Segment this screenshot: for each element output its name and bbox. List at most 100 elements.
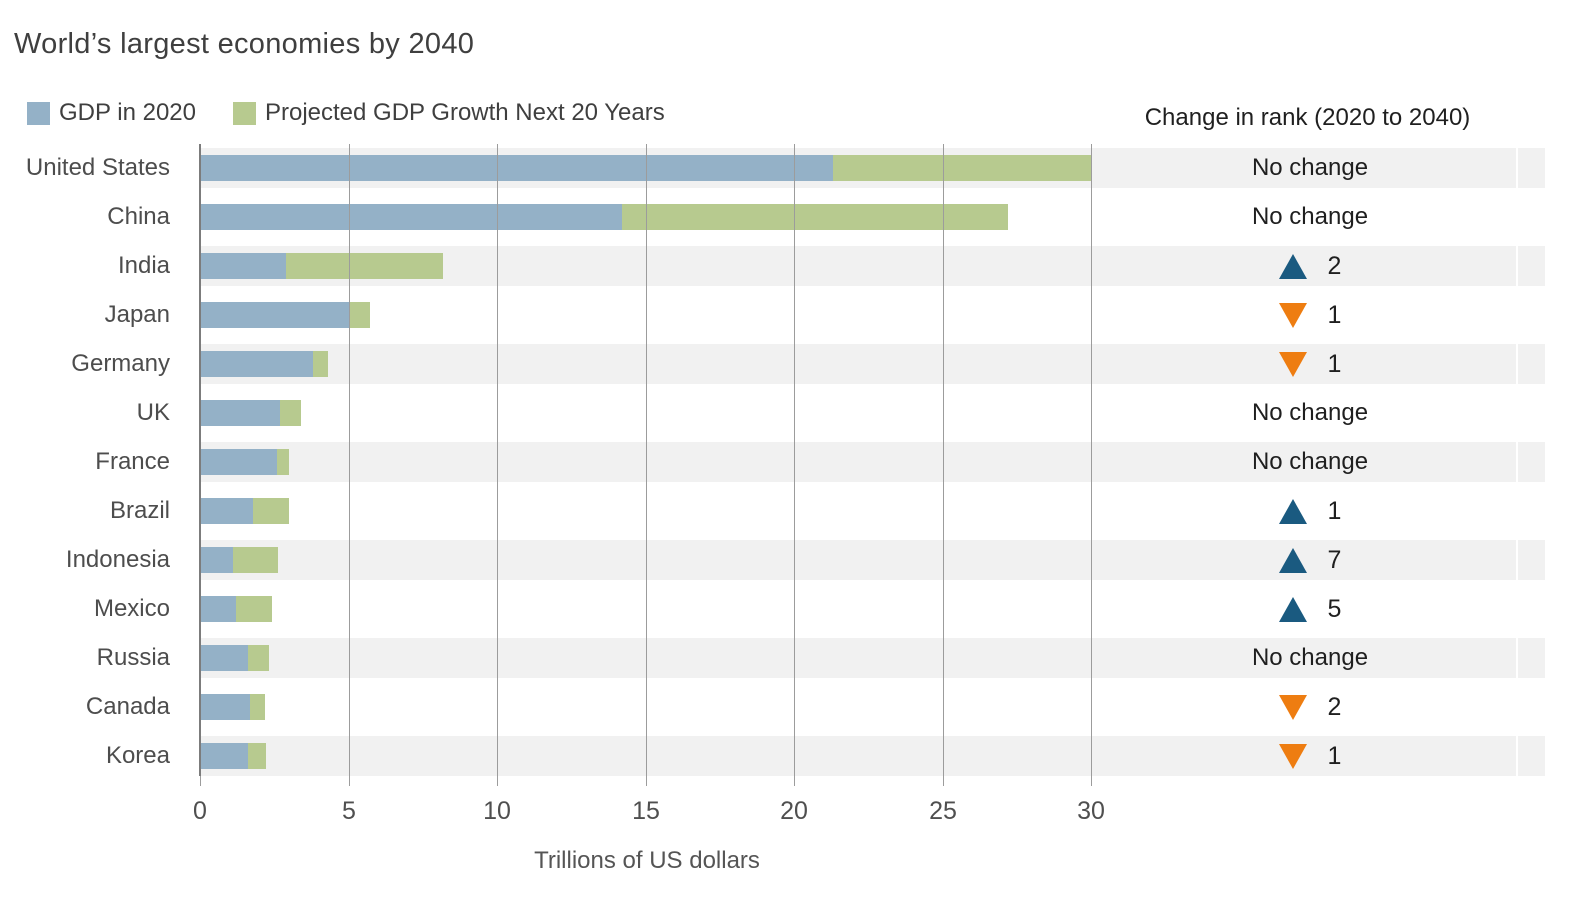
x-tick-label-5: 5 <box>342 797 356 825</box>
rank-up-triangle-icon <box>1278 253 1307 279</box>
x-tick-15 <box>646 776 647 786</box>
country-label-korea: Korea <box>105 742 170 769</box>
bar-gdp-2020-russia <box>200 645 248 671</box>
y-axis-line <box>199 144 201 776</box>
rank-no-change-label: No change <box>1251 448 1369 475</box>
row-band-notch <box>1516 540 1518 580</box>
bar-projected-growth-france <box>277 449 289 475</box>
bar-projected-growth-germany <box>313 351 328 377</box>
country-label-india: India <box>117 252 170 279</box>
bar-projected-growth-united-states <box>833 155 1091 181</box>
rank-change-value: 7 <box>1327 545 1342 574</box>
row-band-notch <box>1516 344 1518 384</box>
x-tick-30 <box>1091 776 1092 786</box>
bar-gdp-2020-uk <box>200 400 280 426</box>
row-band-notch <box>1516 687 1518 727</box>
gridline-20 <box>794 144 795 776</box>
gridline-15 <box>646 144 647 776</box>
bar-gdp-2020-germany <box>200 351 313 377</box>
rank-down-triangle-icon <box>1278 694 1307 720</box>
rank-up-triangle-icon <box>1278 596 1307 622</box>
gridline-25 <box>943 144 944 776</box>
rank-cell-germany: 1 <box>1160 344 1460 384</box>
row-band-uk <box>200 393 1545 433</box>
country-label-china: China <box>107 203 170 230</box>
row-band-korea <box>200 736 1545 776</box>
row-band-france <box>200 442 1545 482</box>
bar-gdp-2020-indonesia <box>200 547 233 573</box>
country-label-indonesia: Indonesia <box>65 546 170 573</box>
row-band-notch <box>1516 393 1518 433</box>
bar-projected-growth-china <box>622 204 1008 230</box>
row-band-notch <box>1516 197 1518 237</box>
legend-label-gdp-2020: GDP in 2020 <box>59 99 196 126</box>
legend-label-projected-growth: Projected GDP Growth Next 20 Years <box>264 99 665 126</box>
rank-down-triangle-icon <box>1278 302 1307 328</box>
bar-projected-growth-uk <box>280 400 301 426</box>
rank-up-triangle-icon <box>1278 498 1307 524</box>
x-tick-label-10: 10 <box>483 797 511 825</box>
legend-item-projected-growth: Projected GDP Growth Next 20 Years <box>232 99 665 127</box>
bar-projected-growth-mexico <box>236 596 272 622</box>
x-tick-0 <box>200 776 201 786</box>
rank-cell-korea: 1 <box>1160 736 1460 776</box>
rank-cell-united-states: No change <box>1160 148 1460 188</box>
bar-gdp-2020-brazil <box>200 498 253 524</box>
rank-column-header: Change in rank (2020 to 2040) <box>1144 104 1471 131</box>
gridline-5 <box>349 144 350 776</box>
bar-gdp-2020-france <box>200 449 277 475</box>
rank-cell-india: 2 <box>1160 246 1460 286</box>
country-label-mexico: Mexico <box>93 595 170 622</box>
rank-cell-uk: No change <box>1160 393 1460 433</box>
rank-cell-russia: No change <box>1160 638 1460 678</box>
rank-no-change-label: No change <box>1251 399 1369 426</box>
country-label-canada: Canada <box>85 693 170 720</box>
x-tick-25 <box>943 776 944 786</box>
bar-projected-growth-canada <box>250 694 265 720</box>
x-tick-label-25: 25 <box>929 797 957 825</box>
bar-gdp-2020-india <box>200 253 286 279</box>
row-band-notch <box>1516 295 1518 335</box>
rank-cell-brazil: 1 <box>1160 491 1460 531</box>
country-label-france: France <box>95 448 170 475</box>
rank-change-value: 1 <box>1327 741 1342 770</box>
rank-change-value: 2 <box>1327 251 1342 280</box>
bar-projected-growth-brazil <box>253 498 289 524</box>
row-band-germany <box>200 344 1545 384</box>
x-tick-label-20: 20 <box>780 797 808 825</box>
bar-gdp-2020-korea <box>200 743 248 769</box>
gridline-10 <box>497 144 498 776</box>
rank-no-change-label: No change <box>1251 154 1369 181</box>
row-band-brazil <box>200 491 1545 531</box>
row-band-japan <box>200 295 1545 335</box>
rank-no-change-label: No change <box>1251 644 1369 671</box>
rank-cell-china: No change <box>1160 197 1460 237</box>
row-band-notch <box>1516 638 1518 678</box>
legend-swatch-gdp-2020-icon <box>27 101 50 125</box>
x-tick-label-0: 0 <box>193 797 207 825</box>
row-band-china <box>200 197 1545 237</box>
row-band-notch <box>1516 442 1518 482</box>
country-label-brazil: Brazil <box>109 497 170 524</box>
rank-change-value: 2 <box>1327 692 1342 721</box>
bar-gdp-2020-japan <box>200 302 349 328</box>
bar-gdp-2020-canada <box>200 694 250 720</box>
bar-projected-growth-russia <box>248 645 269 671</box>
rank-change-value: 1 <box>1327 300 1342 329</box>
bar-gdp-2020-china <box>200 204 622 230</box>
rank-cell-indonesia: 7 <box>1160 540 1460 580</box>
rank-cell-canada: 2 <box>1160 687 1460 727</box>
row-band-russia <box>200 638 1545 678</box>
gridline-30 <box>1091 144 1092 776</box>
x-tick-label-30: 30 <box>1077 797 1105 825</box>
bar-projected-growth-japan <box>349 302 370 328</box>
rank-cell-japan: 1 <box>1160 295 1460 335</box>
bar-projected-growth-india <box>286 253 443 279</box>
country-label-uk: UK <box>136 399 170 426</box>
rank-down-triangle-icon <box>1278 351 1307 377</box>
x-tick-10 <box>497 776 498 786</box>
x-tick-5 <box>349 776 350 786</box>
legend-swatch-projected-growth-icon <box>232 101 256 125</box>
rank-change-value: 5 <box>1327 594 1342 623</box>
